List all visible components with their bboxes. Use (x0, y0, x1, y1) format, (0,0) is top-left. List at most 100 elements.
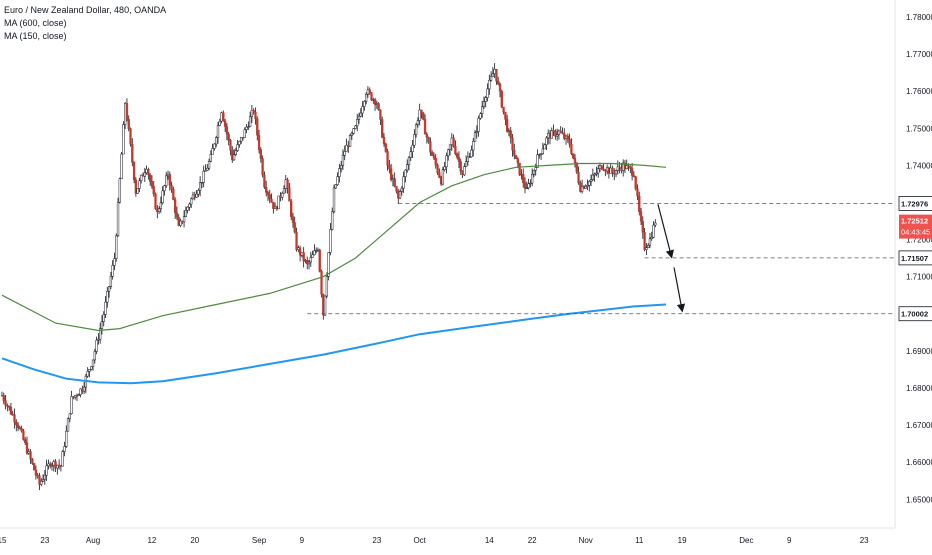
candle-body (498, 83, 502, 92)
level-tag-label: 1.71507 (901, 254, 928, 263)
candle-body (241, 137, 245, 139)
candle-body (16, 424, 20, 428)
candle-body (450, 137, 453, 146)
candle-body (234, 150, 237, 155)
y-tick-label: 1.67000 (906, 421, 932, 430)
candle-body (34, 469, 38, 476)
ma-600-label[interactable]: MA (600, close) (4, 18, 67, 28)
candle-body (580, 185, 584, 192)
candle-body (286, 179, 289, 188)
candle-body (227, 133, 230, 141)
candle-body (323, 295, 327, 316)
candle-body (254, 111, 257, 120)
candle-body (504, 111, 507, 120)
candle-body (466, 156, 470, 163)
candle-body (613, 172, 616, 175)
x-tick-label: Nov (579, 536, 593, 545)
candle-body (379, 109, 382, 120)
x-tick-label: 22 (528, 536, 537, 545)
candle-body (566, 135, 569, 140)
candle-body (166, 173, 170, 177)
candle-body (479, 113, 482, 119)
candle-body (388, 165, 391, 170)
candle-body (327, 252, 330, 277)
candle-body (554, 130, 557, 137)
candle-body (493, 69, 496, 75)
candle-body (77, 394, 80, 397)
candle-body (545, 137, 548, 146)
x-tick-label: Oct (413, 536, 426, 545)
candle-body (109, 276, 113, 287)
candle-body (397, 190, 400, 199)
candle-body (595, 172, 598, 175)
candle-body (207, 160, 211, 169)
candle-body (475, 131, 478, 133)
candle-body (236, 144, 239, 151)
projection-arrow (657, 204, 674, 259)
candle-body (141, 174, 145, 177)
candle-body (182, 216, 186, 223)
candle-body (445, 155, 448, 168)
candle-body (20, 428, 23, 432)
candle-body (197, 190, 200, 195)
candle-body (307, 261, 311, 265)
candle-body (547, 132, 550, 139)
candle-body (452, 137, 455, 147)
candle-body (579, 182, 582, 192)
candle-body (534, 167, 537, 171)
current-price-label: 1.72512 (901, 217, 928, 226)
candle-body (115, 235, 118, 259)
candle-body (616, 166, 619, 171)
candle-body (404, 169, 407, 177)
candle-body (284, 179, 287, 189)
candle-body (50, 464, 54, 467)
candle-body (27, 451, 30, 454)
candle-body (529, 182, 532, 185)
candle-body (464, 161, 468, 167)
candle-body (564, 135, 568, 139)
candle-body (195, 193, 198, 198)
candle-body (309, 257, 312, 263)
candle-body (443, 166, 446, 170)
candle-body (357, 115, 361, 120)
symbol-title[interactable]: Euro / New Zealand Dollar, 480, OANDA (4, 5, 167, 15)
candle-body (427, 136, 430, 142)
candle-body (538, 154, 541, 156)
candle-body (468, 156, 471, 158)
ma-150-label[interactable]: MA (150, close) (4, 31, 67, 41)
candle-body (116, 201, 120, 237)
candle-body (91, 359, 95, 367)
candle-body (393, 178, 396, 187)
candle-body (647, 244, 650, 248)
candle-body (513, 149, 516, 156)
candle-body (238, 141, 241, 145)
candle-body (650, 237, 653, 239)
candle-body (220, 112, 223, 122)
candle-body (359, 112, 362, 117)
candle-body (316, 249, 320, 251)
candle-body (136, 188, 139, 194)
candle-body (447, 149, 450, 157)
candle-body (448, 144, 452, 150)
candle-body (481, 106, 484, 115)
x-tick-label: Sep (252, 536, 267, 545)
y-tick-label: 1.71000 (906, 273, 932, 282)
candle-body (97, 338, 100, 341)
candle-body (356, 119, 359, 127)
candle-body (429, 141, 432, 153)
candle-body (248, 116, 252, 127)
candle-body (304, 260, 307, 262)
candle-body (247, 126, 250, 128)
candle-body (584, 186, 587, 189)
candle-body (125, 102, 129, 120)
candle-body (90, 366, 93, 370)
candle-body (532, 169, 536, 175)
candle-body (482, 101, 486, 107)
candle-body (186, 206, 189, 211)
candle-body (536, 154, 539, 168)
candle-body (600, 165, 603, 170)
x-tick-label: 23 (40, 536, 49, 545)
candle-body (213, 143, 216, 149)
